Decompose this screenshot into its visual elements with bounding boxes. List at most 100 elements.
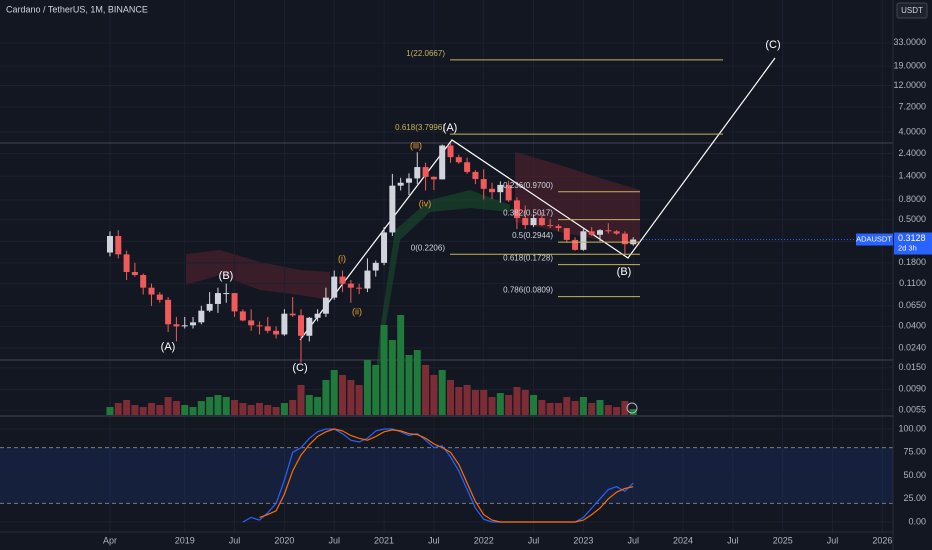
volume-bar	[123, 400, 131, 415]
candle-body	[447, 145, 454, 158]
price-tag-value: 0.3128	[898, 233, 926, 243]
volume-bar	[621, 401, 629, 415]
price-tag-countdown: 2d 3h	[898, 244, 917, 253]
currency[interactable]: USDT	[901, 6, 923, 15]
volume-bar	[214, 395, 222, 415]
plot-area: 1(22.0667) 0.618(3.7996) 0.236(0.9700) 0.38…	[0, 39, 893, 523]
x-tick-label: 2020	[274, 535, 294, 545]
y-tick-label: 12.0000	[893, 80, 926, 90]
volume-bar	[339, 375, 347, 415]
volume-bar	[596, 400, 604, 415]
candle-body	[530, 218, 537, 226]
candle-body	[613, 231, 620, 234]
symbol-tag	[856, 233, 893, 246]
y-tick-label: 0.0055	[898, 404, 926, 414]
candle-body	[588, 231, 595, 235]
y-tick-label: 0.0240	[898, 342, 926, 352]
wave-label: (B)	[219, 270, 234, 282]
volume-bar	[148, 403, 155, 415]
volume-bar	[571, 401, 579, 415]
candle-body	[422, 167, 429, 177]
candle-body	[198, 310, 205, 323]
y-tick-label: 0.5000	[898, 214, 926, 224]
volume-bar	[513, 387, 521, 415]
candle-body	[397, 182, 404, 186]
volume-bar	[496, 393, 504, 415]
volume-bar	[197, 401, 205, 415]
candle-body	[389, 185, 396, 233]
volume-bar	[355, 385, 363, 415]
fib-label: 0.236(0.9700)	[503, 181, 553, 190]
y-tick-label: 0.0650	[898, 300, 926, 310]
candle-body	[597, 230, 603, 235]
volume-bar	[264, 405, 272, 415]
y-tick-label: 1.4000	[898, 171, 926, 181]
volume-bar	[579, 397, 587, 415]
wave-label: (iv)	[419, 198, 432, 208]
volume-bar	[546, 403, 554, 415]
volume-bar	[131, 405, 139, 415]
volume-bar	[139, 407, 147, 415]
volume-bar	[222, 397, 230, 415]
candle-body	[480, 179, 487, 189]
fib-label: 0.786(0.0809)	[503, 286, 553, 295]
volume-bar	[380, 325, 388, 415]
candle-body	[497, 184, 504, 193]
volume-bar	[280, 403, 288, 415]
y-tick-label: 25.00	[903, 493, 926, 503]
volume-bar	[447, 380, 454, 415]
volume-bar	[471, 390, 479, 415]
currency-button[interactable]	[896, 2, 928, 19]
volume-bar	[629, 409, 637, 415]
x-tick-label: Jul	[727, 535, 739, 545]
volume-bar	[488, 397, 496, 415]
volume-bar	[231, 400, 239, 415]
volume-bar	[305, 395, 313, 415]
candle-body	[555, 226, 562, 229]
volume-bar	[181, 405, 189, 415]
volume-bar	[297, 385, 305, 415]
x-tick-label: 2019	[175, 535, 195, 545]
wave-label: (iii)	[410, 140, 422, 150]
candle-body	[123, 254, 130, 272]
volume-bar	[239, 403, 247, 415]
candle-body	[165, 299, 172, 325]
candle-body	[281, 313, 288, 335]
volume-bar	[455, 387, 463, 415]
candle-body	[580, 231, 587, 250]
x-tick-label: 2021	[374, 535, 394, 545]
volume-bar	[422, 365, 430, 415]
volume-bar	[322, 380, 330, 415]
volume-bar	[405, 355, 413, 415]
y-tick-label: 19.0000	[893, 61, 926, 71]
candle-body	[156, 294, 163, 300]
candle-body	[572, 239, 579, 250]
volume-bar	[604, 405, 612, 415]
y-tick-label: 0.0400	[898, 321, 926, 331]
volume-bar	[247, 405, 255, 415]
candle-body	[439, 145, 446, 180]
candle-body	[306, 317, 313, 336]
candle-body	[223, 293, 230, 295]
x-tick-label: Jul	[428, 535, 440, 545]
y-tick-label: 100.00	[898, 423, 926, 433]
volume-bar	[164, 397, 172, 415]
candle-body	[505, 184, 512, 201]
candle-body	[148, 287, 155, 295]
fib-label: 1(22.0667)	[406, 49, 445, 58]
y-tick-label: 0.8000	[898, 194, 926, 204]
candle-body	[405, 178, 412, 183]
candle-body	[356, 287, 363, 289]
candle-body	[314, 313, 321, 318]
wave-label: (ii)	[352, 306, 362, 316]
x-tick-label: 2025	[773, 535, 793, 545]
alert-icon[interactable]	[626, 402, 638, 414]
symbol-tag-text: ADAUSDT	[856, 235, 892, 244]
price-tag	[894, 232, 932, 255]
candle-body	[173, 324, 180, 327]
wave-label: (B)	[617, 266, 632, 278]
candle-body	[214, 293, 221, 304]
symbol-title: Cardano / TetherUS, 1M, BINANCE	[6, 4, 148, 14]
y-tick-label: 0.00	[908, 516, 926, 526]
